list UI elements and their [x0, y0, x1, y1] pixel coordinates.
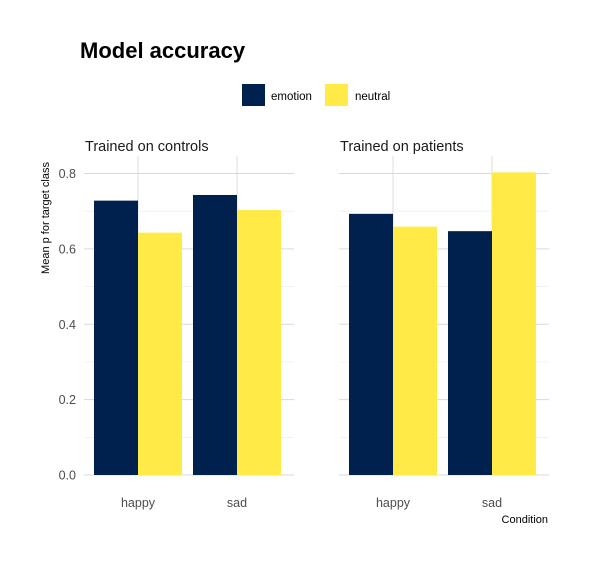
facet-title: Trained on patients [340, 139, 464, 155]
bar-neutral-sad [237, 210, 281, 475]
chart-title: Model accuracy [80, 38, 246, 63]
bar-neutral-happy [138, 232, 182, 475]
x-tick-label: sad [482, 496, 502, 510]
legend-label-neutral: neutral [355, 91, 390, 103]
facet-panel: Trained on controls happy sad 0.0 0.2 0.4 0.6 0… [59, 139, 294, 510]
y-tick-label: 0.0 [59, 469, 76, 483]
facet-panel: Trained on patients happy sad [339, 139, 549, 510]
y-tick-label: 0.2 [59, 393, 76, 407]
legend: emotion neutral [242, 84, 390, 106]
bar-neutral-sad [492, 172, 536, 475]
y-tick-label: 0.8 [59, 167, 76, 181]
y-tick-label: 0.6 [59, 242, 76, 256]
legend-label-emotion: emotion [271, 91, 312, 103]
y-tick-label: 0.4 [59, 318, 76, 332]
x-tick-label: happy [121, 496, 156, 510]
legend-swatch-neutral [325, 84, 348, 106]
bar-emotion-happy [94, 200, 138, 475]
bar-emotion-sad [193, 194, 237, 475]
bar-neutral-happy [393, 226, 437, 475]
legend-swatch-emotion [242, 84, 265, 106]
x-axis-title: Condition [502, 514, 548, 526]
facet-panels: Trained on controls happy sad 0.0 0.2 0.4 0.6 0… [59, 139, 549, 510]
bar-emotion-happy [349, 213, 393, 475]
bar-emotion-sad [448, 231, 492, 475]
x-tick-label: sad [227, 496, 247, 510]
y-axis-title: Mean p for target class [40, 162, 52, 274]
facet-title: Trained on controls [85, 139, 209, 155]
x-tick-label: happy [376, 496, 411, 510]
